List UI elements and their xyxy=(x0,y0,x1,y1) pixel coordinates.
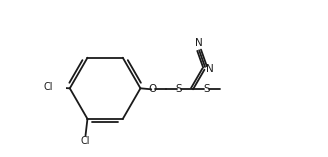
Text: O: O xyxy=(148,84,156,94)
Text: Cl: Cl xyxy=(81,136,90,146)
Text: N: N xyxy=(206,64,214,74)
Text: N: N xyxy=(195,38,203,48)
Text: Cl: Cl xyxy=(43,82,52,92)
Text: S: S xyxy=(175,84,182,94)
Text: S: S xyxy=(203,84,210,94)
